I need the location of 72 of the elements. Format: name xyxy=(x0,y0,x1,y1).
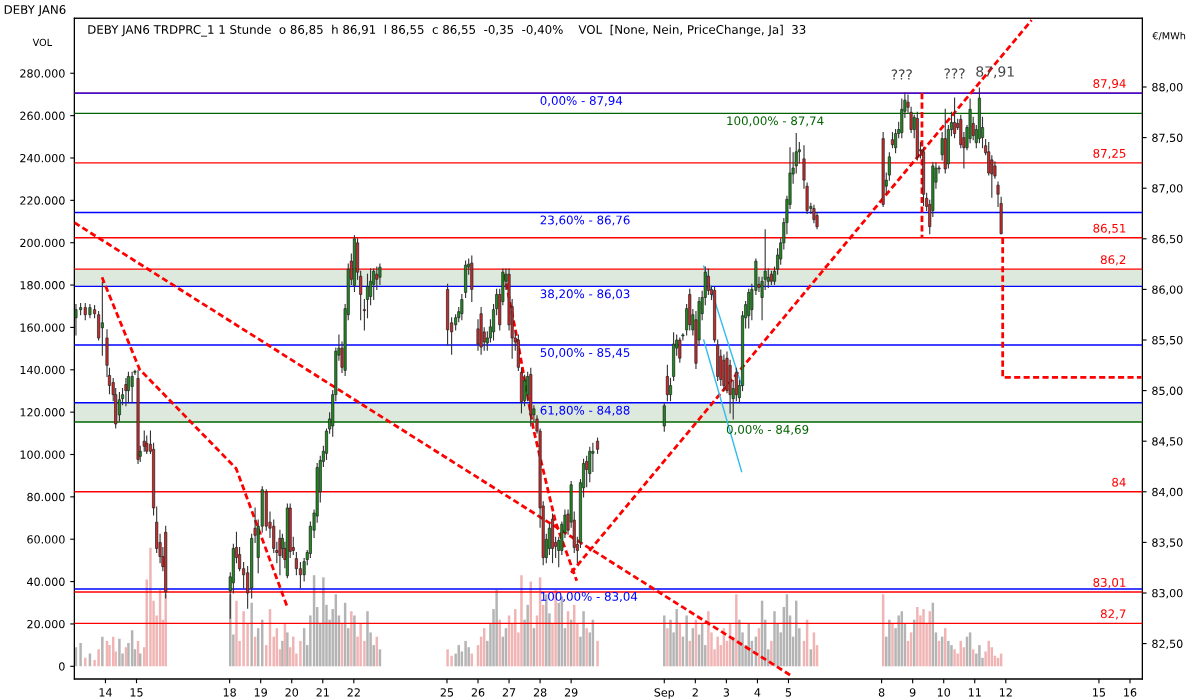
annotation: 87,91 xyxy=(976,66,1014,79)
y-tick-label: 86,50 xyxy=(1152,234,1183,245)
x-tick-label: 15 xyxy=(130,688,143,697)
annotation: 38,20% - 86,03 xyxy=(540,289,630,300)
y2-tick-label: 0 xyxy=(59,662,65,671)
y2-tick-label: 200.000 xyxy=(20,238,65,248)
x-tick-label: 26 xyxy=(471,688,485,697)
y-tick-label: 86,00 xyxy=(1152,285,1183,295)
y2-tick-label: 260.000 xyxy=(20,111,65,120)
annotation: ??? xyxy=(891,69,912,80)
chart-title: DEBY JAN6 xyxy=(4,5,66,17)
annotation: 0,00% - 87,94 xyxy=(540,96,623,107)
annotation: ??? xyxy=(944,68,965,79)
ref-line-label: 87,94 xyxy=(1093,79,1126,90)
x-tick-label: 18 xyxy=(223,688,236,697)
ref-line-label: 86,51 xyxy=(1093,223,1126,234)
annotation: 61,80% - 84,88 xyxy=(540,405,630,416)
y2-axis-title: VOL xyxy=(32,38,53,47)
y2-tick-label: 120.000 xyxy=(20,408,65,417)
x-tick-label: 19 xyxy=(254,688,267,697)
y2-tick-label: 180.000 xyxy=(20,281,65,290)
annotation: 100,00% - 83,04 xyxy=(541,591,638,603)
y-tick-label: 82,50 xyxy=(1152,639,1183,650)
y2-tick-label: 160.000 xyxy=(20,323,65,332)
x-tick-label: 9 xyxy=(909,688,916,697)
y-tick-label: 87,50 xyxy=(1152,133,1183,144)
x-tick-label: 25 xyxy=(440,688,454,697)
x-tick-label: 10 xyxy=(937,688,951,697)
y2-tick-label: 40.000 xyxy=(27,577,65,586)
ref-line-label: 86,2 xyxy=(1100,255,1126,266)
ref-line-label: 83,01 xyxy=(1093,577,1126,589)
x-tick-label: 12 xyxy=(999,688,1012,697)
annotation: 100,00% - 87,74 xyxy=(727,116,824,127)
text: DEBY JAN6 TRDPRC_1 1 Stunde o 86,85 h 86,91 l 86,55 c 86,55 -0,35 -0,40% VOL [None, Nein, PriceChange, Ja] 33 xyxy=(88,24,806,37)
y-tick-label: 87,00 xyxy=(1152,184,1183,194)
x-tick-label: 8 xyxy=(878,688,885,697)
y2-tick-label: 100.000 xyxy=(20,450,65,459)
annotation: 50,00% - 85,45 xyxy=(540,348,630,359)
y-tick-label: 83,00 xyxy=(1152,588,1183,599)
x-tick-label: 3 xyxy=(723,688,730,697)
x-tick-label: 29 xyxy=(564,688,578,697)
x-tick-label: 14 xyxy=(99,688,112,697)
y-tick-label: 83,50 xyxy=(1152,538,1183,548)
x-tick-label: 5 xyxy=(785,688,792,697)
x-tick-label: 15 xyxy=(1093,688,1106,697)
y2-tick-label: 140.000 xyxy=(20,365,65,375)
x-tick-label: 22 xyxy=(347,688,360,697)
x-tick-label: 27 xyxy=(502,688,516,697)
y-tick-label: 84,50 xyxy=(1152,437,1183,447)
x-tick-label: 11 xyxy=(968,688,981,697)
x-tick-label: 2 xyxy=(692,688,698,697)
y2-tick-label: 80.000 xyxy=(27,492,65,502)
y2-tick-label: 20.000 xyxy=(27,619,65,629)
y2-tick-label: 60.000 xyxy=(27,535,65,544)
y2-tick-label: 280.000 xyxy=(20,69,65,78)
y-tick-label: 85,00 xyxy=(1152,386,1183,397)
y-tick-label: 84,00 xyxy=(1152,487,1183,498)
y-tick-label: 85,50 xyxy=(1152,335,1183,346)
y-tick-label: 88,00 xyxy=(1152,82,1183,93)
x-tick-label: 20 xyxy=(285,688,299,697)
x-tick-label: 21 xyxy=(316,688,329,697)
x-tick-label: 16 xyxy=(1124,688,1137,697)
annotation: 23,60% - 86,76 xyxy=(540,215,630,226)
x-tick-label: 4 xyxy=(754,688,761,697)
x-tick-label: 28 xyxy=(533,688,547,697)
y-axis-title: €/MWh xyxy=(1152,31,1186,41)
y2-tick-label: 240.000 xyxy=(20,153,65,163)
ref-line-label: 84 xyxy=(1112,477,1126,487)
ref-line-label: 87,25 xyxy=(1093,148,1126,160)
ref-line-label: 82,7 xyxy=(1100,609,1126,620)
x-tick-label: Sep xyxy=(654,688,675,699)
y2-tick-label: 220.000 xyxy=(20,196,65,205)
